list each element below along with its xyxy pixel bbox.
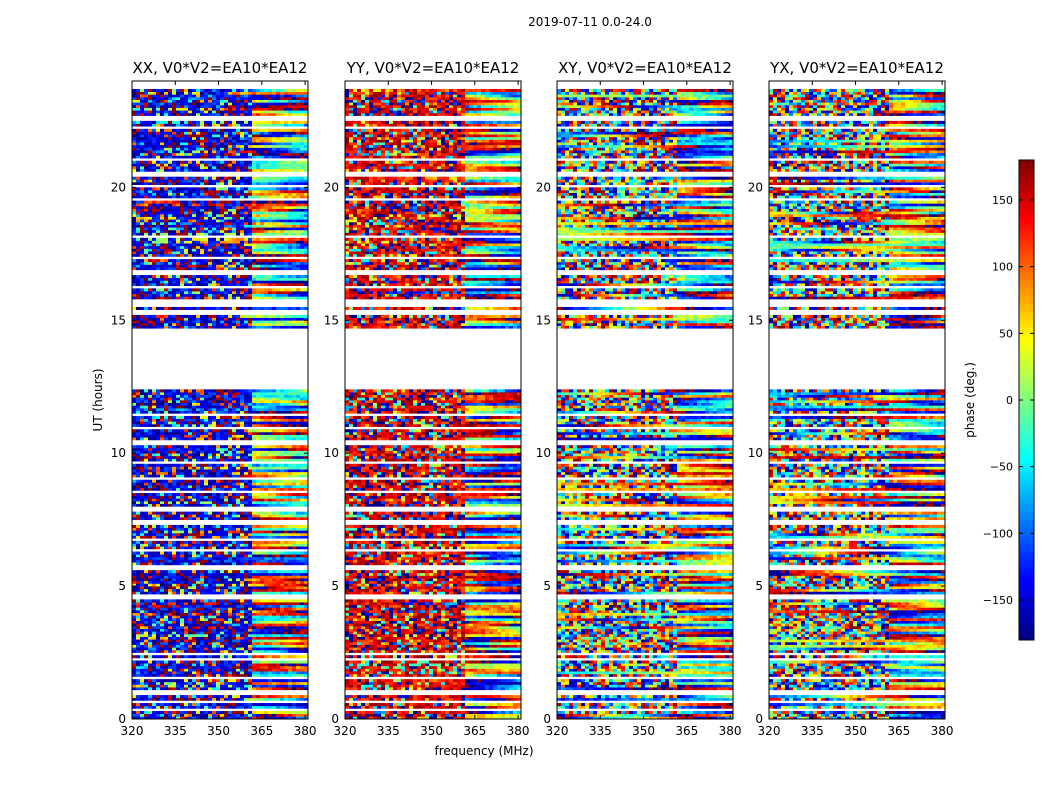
x-tick-label: 350: [420, 724, 443, 738]
panel-yy: YY, V0*V2=EA10*EA12 320 335 350 365 380 0 5 10 15…: [324, 59, 530, 738]
x-tick-label: 380: [294, 724, 317, 738]
y-tick-label: 10: [536, 446, 551, 460]
colorbar-tick-label: 150: [992, 194, 1013, 207]
x-tick-label: 320: [334, 724, 357, 738]
panel-yx: YX, V0*V2=EA10*EA12 320 335 350 365 380 0 5 10 15…: [748, 59, 954, 738]
x-tick-label: 350: [844, 724, 867, 738]
x-tick-label: 380: [719, 724, 742, 738]
x-tick-label: 320: [121, 724, 144, 738]
x-tick-label: 320: [546, 724, 569, 738]
y-tick-label: 15: [748, 313, 763, 327]
y-tick-label: 20: [324, 180, 339, 194]
y-axis-label: UT (hours): [91, 368, 105, 431]
y-tick-label: 0: [331, 712, 339, 726]
axes-frame: [344, 80, 522, 720]
panel-xy: XY, V0*V2=EA10*EA12 320 335 350 365 380 0 5 10 15…: [536, 59, 742, 738]
y-tick-label: 15: [111, 313, 126, 327]
colorbar-tick-label: −100: [983, 527, 1013, 540]
figure-suptitle: 2019-07-11 0.0-24.0: [528, 15, 652, 29]
y-tick-label: 20: [536, 180, 551, 194]
colorbar-label: phase (deg.): [963, 362, 977, 438]
y-tick-label: 10: [324, 446, 339, 460]
y-tick-label: 20: [111, 180, 126, 194]
x-tick-label: 320: [758, 724, 781, 738]
colorbar-tick-label: 0: [1006, 394, 1013, 407]
x-axis-label: frequency (MHz): [434, 744, 533, 758]
colorbar-tick-label: −150: [983, 594, 1013, 607]
axes-frame: [556, 80, 734, 720]
x-tick-label: 335: [164, 724, 187, 738]
x-tick-label: 335: [589, 724, 612, 738]
x-tick-label: 365: [463, 724, 486, 738]
panels-group: XX, V0*V2=EA10*EA12 320 335 350 365 380 0 5 10 15…: [111, 59, 954, 738]
y-tick-label: 0: [118, 712, 126, 726]
colorbar-tick-label: 100: [992, 261, 1013, 274]
y-tick-label: 15: [324, 313, 339, 327]
x-tick-label: 365: [887, 724, 910, 738]
phase-heatmap-xx: [132, 88, 309, 720]
x-tick-label: 380: [931, 724, 954, 738]
y-tick-label: 5: [118, 579, 126, 593]
colorbar: 150 100 50 0 −50 −100 −150: [983, 159, 1035, 641]
x-tick-label: 380: [507, 724, 530, 738]
phase-heatmap-yx: [769, 88, 946, 720]
x-tick-label: 335: [377, 724, 400, 738]
x-tick-label: 335: [801, 724, 824, 738]
panel-xx: XX, V0*V2=EA10*EA12 320 335 350 365 380 0 5 10 15…: [111, 59, 317, 738]
panel-title-xx: XX, V0*V2=EA10*EA12: [133, 59, 308, 77]
panel-title-yx: YX, V0*V2=EA10*EA12: [769, 59, 944, 77]
panel-title-yy: YY, V0*V2=EA10*EA12: [346, 59, 520, 77]
y-tick-label: 0: [755, 712, 763, 726]
y-tick-label: 5: [331, 579, 339, 593]
x-tick-label: 350: [207, 724, 230, 738]
y-tick-label: 10: [748, 446, 763, 460]
y-tick-label: 15: [536, 313, 551, 327]
x-tick-label: 350: [632, 724, 655, 738]
axes-frame: [768, 80, 946, 720]
y-tick-label: 5: [755, 579, 763, 593]
y-tick-label: 20: [748, 180, 763, 194]
colorbar-gradient: [1019, 160, 1034, 641]
y-tick-label: 5: [543, 579, 551, 593]
phase-heatmap-yy: [345, 88, 522, 720]
x-tick-label: 365: [250, 724, 273, 738]
phase-heatmap-xy: [557, 88, 734, 720]
colorbar-tick-label: 50: [999, 327, 1013, 340]
axes-frame: [131, 80, 309, 720]
x-tick-label: 365: [675, 724, 698, 738]
y-tick-label: 10: [111, 446, 126, 460]
y-tick-label: 0: [543, 712, 551, 726]
panel-title-xy: XY, V0*V2=EA10*EA12: [558, 59, 732, 77]
colorbar-tick-label: −50: [990, 461, 1013, 474]
